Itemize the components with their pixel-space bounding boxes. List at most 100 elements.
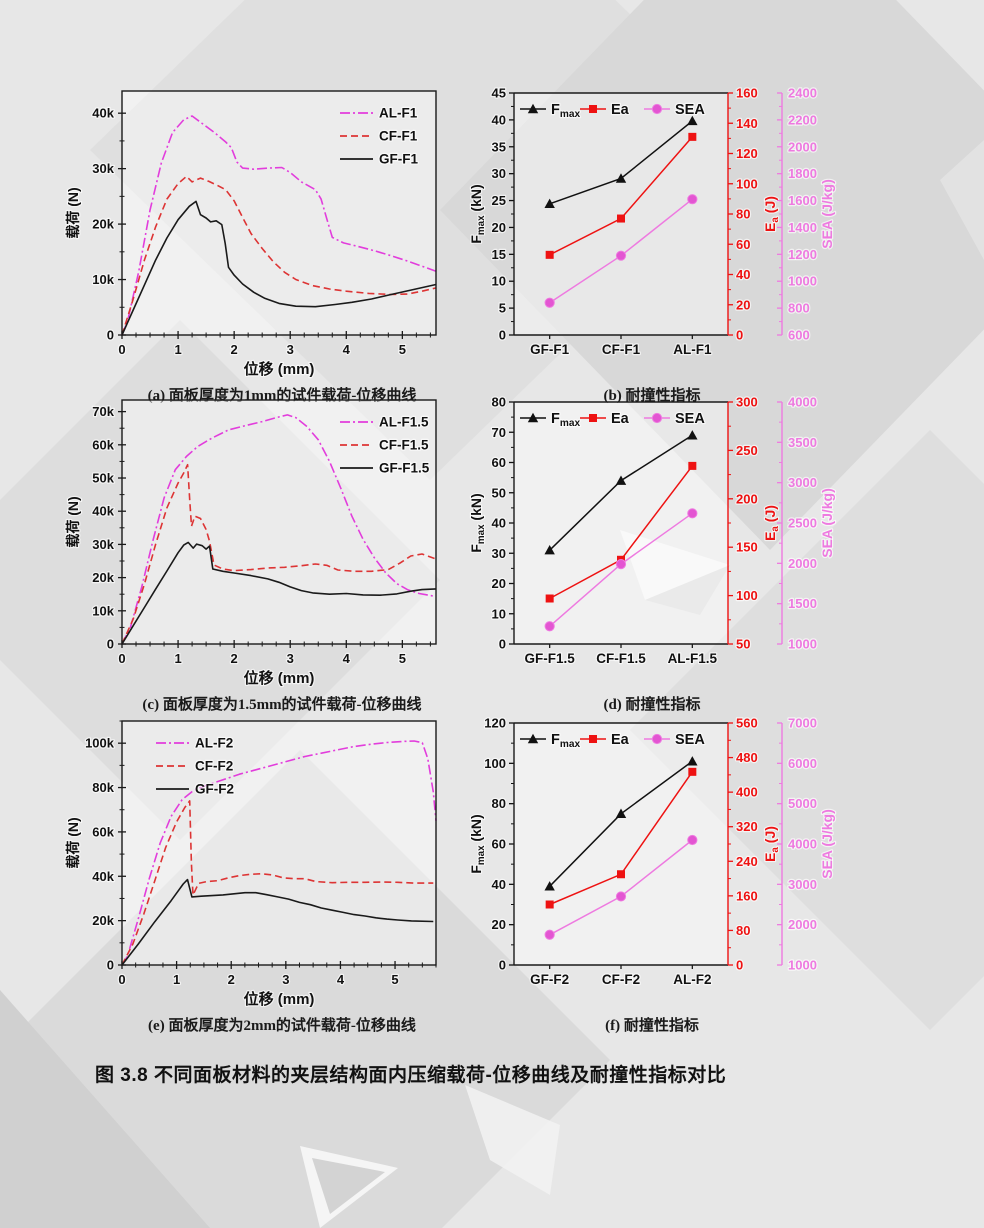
series-CF-F1 xyxy=(121,175,437,336)
svg-text:80k: 80k xyxy=(92,780,114,795)
svg-text:Fmax: Fmax xyxy=(551,732,580,750)
svg-text:AL-F1.5: AL-F1.5 xyxy=(668,651,718,666)
svg-text:Fmax (kN): Fmax (kN) xyxy=(468,493,487,552)
chart-a-load-displacement: 0 1 2 3 4 5 0 10k 20k 30k 40k 位移 (mm) 载荷 (N) AL-F1 CF-… xyxy=(64,90,437,379)
svg-text:2: 2 xyxy=(228,972,235,987)
ea-axis: 50 100 150 200 250 300 xyxy=(728,393,759,653)
svg-text:2200: 2200 xyxy=(788,112,817,127)
svg-text:2500: 2500 xyxy=(788,516,817,531)
svg-text:40: 40 xyxy=(736,267,750,282)
svg-text:4: 4 xyxy=(343,342,351,357)
svg-text:1000: 1000 xyxy=(788,274,817,289)
plot-area xyxy=(514,402,728,644)
svg-text:1: 1 xyxy=(174,342,181,357)
svg-text:0: 0 xyxy=(118,342,125,357)
chart-f-caption: (f) 耐撞性指标 xyxy=(605,1018,699,1034)
triangle-marker xyxy=(687,756,698,766)
svg-text:250: 250 xyxy=(736,443,758,458)
frame xyxy=(121,720,437,966)
x-axis: 0 1 2 3 4 5 xyxy=(117,331,431,358)
svg-text:载荷 (N): 载荷 (N) xyxy=(65,496,81,547)
svg-text:0: 0 xyxy=(736,958,743,973)
triangle-marker xyxy=(544,881,555,891)
svg-text:80: 80 xyxy=(492,796,506,811)
svg-text:200: 200 xyxy=(736,491,758,506)
svg-text:CF-F1.5: CF-F1.5 xyxy=(379,438,429,453)
svg-text:50: 50 xyxy=(736,637,750,652)
svg-text:Ea: Ea xyxy=(611,102,630,118)
svg-text:35: 35 xyxy=(492,139,506,154)
circle-marker xyxy=(687,834,698,846)
svg-text:Fmax: Fmax xyxy=(551,102,580,120)
svg-text:SEA: SEA xyxy=(675,732,705,748)
svg-text:GF-F1: GF-F1 xyxy=(530,342,569,357)
svg-text:10: 10 xyxy=(492,274,506,289)
svg-text:AL-F1: AL-F1 xyxy=(673,342,712,357)
svg-text:480: 480 xyxy=(736,750,758,765)
y-axis: 0 10k 20k 30k 40k 50k 60k 70k xyxy=(91,403,126,653)
svg-text:1600: 1600 xyxy=(788,193,817,208)
svg-text:CF-F2: CF-F2 xyxy=(195,759,233,774)
circle-marker xyxy=(651,103,663,115)
y-axis: 0 10k 20k 30k 40k xyxy=(91,104,126,344)
svg-text:800: 800 xyxy=(788,301,810,316)
legend: Fmax Ea SEA xyxy=(520,101,707,121)
triangle-marker xyxy=(687,430,698,440)
svg-text:30: 30 xyxy=(492,166,506,181)
circle-marker xyxy=(687,194,698,205)
circle-marker xyxy=(615,250,627,261)
svg-text:Ea (J): Ea (J) xyxy=(762,505,781,541)
svg-text:40k: 40k xyxy=(92,504,114,519)
plot-area xyxy=(514,723,728,965)
sea-axis: 600 800 1000 1200 1400 1600 1800 2000 2200 2400 xyxy=(777,84,818,344)
plot-area xyxy=(122,400,436,644)
svg-text:1500: 1500 xyxy=(788,596,817,611)
svg-text:0: 0 xyxy=(736,328,743,343)
plot-area xyxy=(514,93,728,335)
svg-text:3: 3 xyxy=(287,651,294,666)
svg-text:3000: 3000 xyxy=(788,475,817,490)
chart-e-load-displacement: 0 1 2 3 4 5 0 20k 40k 60k 80k 100k 位移 (mm) 载荷 (N) AL-F… xyxy=(64,720,437,1009)
svg-text:2: 2 xyxy=(231,342,238,357)
series-GF-F1 xyxy=(121,200,437,336)
svg-text:160: 160 xyxy=(736,86,758,101)
triangle-marker xyxy=(615,808,627,818)
triangle-marker xyxy=(615,475,627,485)
svg-text:2400: 2400 xyxy=(788,86,817,101)
circle-marker xyxy=(687,508,698,519)
svg-text:20k: 20k xyxy=(92,217,114,232)
svg-text:4: 4 xyxy=(337,972,345,987)
svg-text:0: 0 xyxy=(499,958,506,973)
svg-text:AL-F1.5: AL-F1.5 xyxy=(379,415,429,430)
chart-b-crashworthiness: 0 5 10 15 20 25 30 35 40 45 Fmax (kN) 0 20 40 60 80 100 1… xyxy=(467,84,836,358)
square-marker xyxy=(617,214,625,223)
svg-text:1000: 1000 xyxy=(788,958,817,973)
svg-text:0: 0 xyxy=(118,972,125,987)
svg-text:560: 560 xyxy=(736,716,758,731)
series-GF-F1.5 xyxy=(121,541,437,645)
svg-text:30k: 30k xyxy=(92,537,114,552)
svg-text:160: 160 xyxy=(736,888,758,903)
svg-text:4000: 4000 xyxy=(788,837,817,852)
svg-text:7000: 7000 xyxy=(788,716,817,731)
svg-text:320: 320 xyxy=(736,819,758,834)
circle-marker xyxy=(651,412,663,424)
left-axis: 0 5 10 15 20 25 30 35 40 45 xyxy=(490,84,514,344)
svg-text:5: 5 xyxy=(499,301,506,316)
chart-c-cell: 0 1 2 3 4 5 0 10k 20k 30k 40k 50k 60k 70k 位移 (mm) 载荷 (N… xyxy=(58,392,450,714)
circle-marker xyxy=(544,297,555,308)
series-CF-F1.5 xyxy=(121,463,437,645)
legend: AL-F1.5 CF-F1.5 GF-F1.5 xyxy=(340,413,431,477)
frame xyxy=(121,90,437,336)
circle-marker xyxy=(615,891,627,902)
svg-text:150: 150 xyxy=(736,540,758,555)
category-axis: GF-F1.5 CF-F1.5 AL-F1.5 xyxy=(523,644,719,667)
svg-text:20: 20 xyxy=(492,917,506,932)
svg-text:0: 0 xyxy=(107,328,114,343)
square-marker xyxy=(688,767,697,776)
svg-text:1: 1 xyxy=(173,972,180,987)
legend: Fmax Ea SEA xyxy=(520,410,707,430)
svg-text:50: 50 xyxy=(492,485,506,500)
svg-text:GF-F1: GF-F1 xyxy=(379,152,418,167)
